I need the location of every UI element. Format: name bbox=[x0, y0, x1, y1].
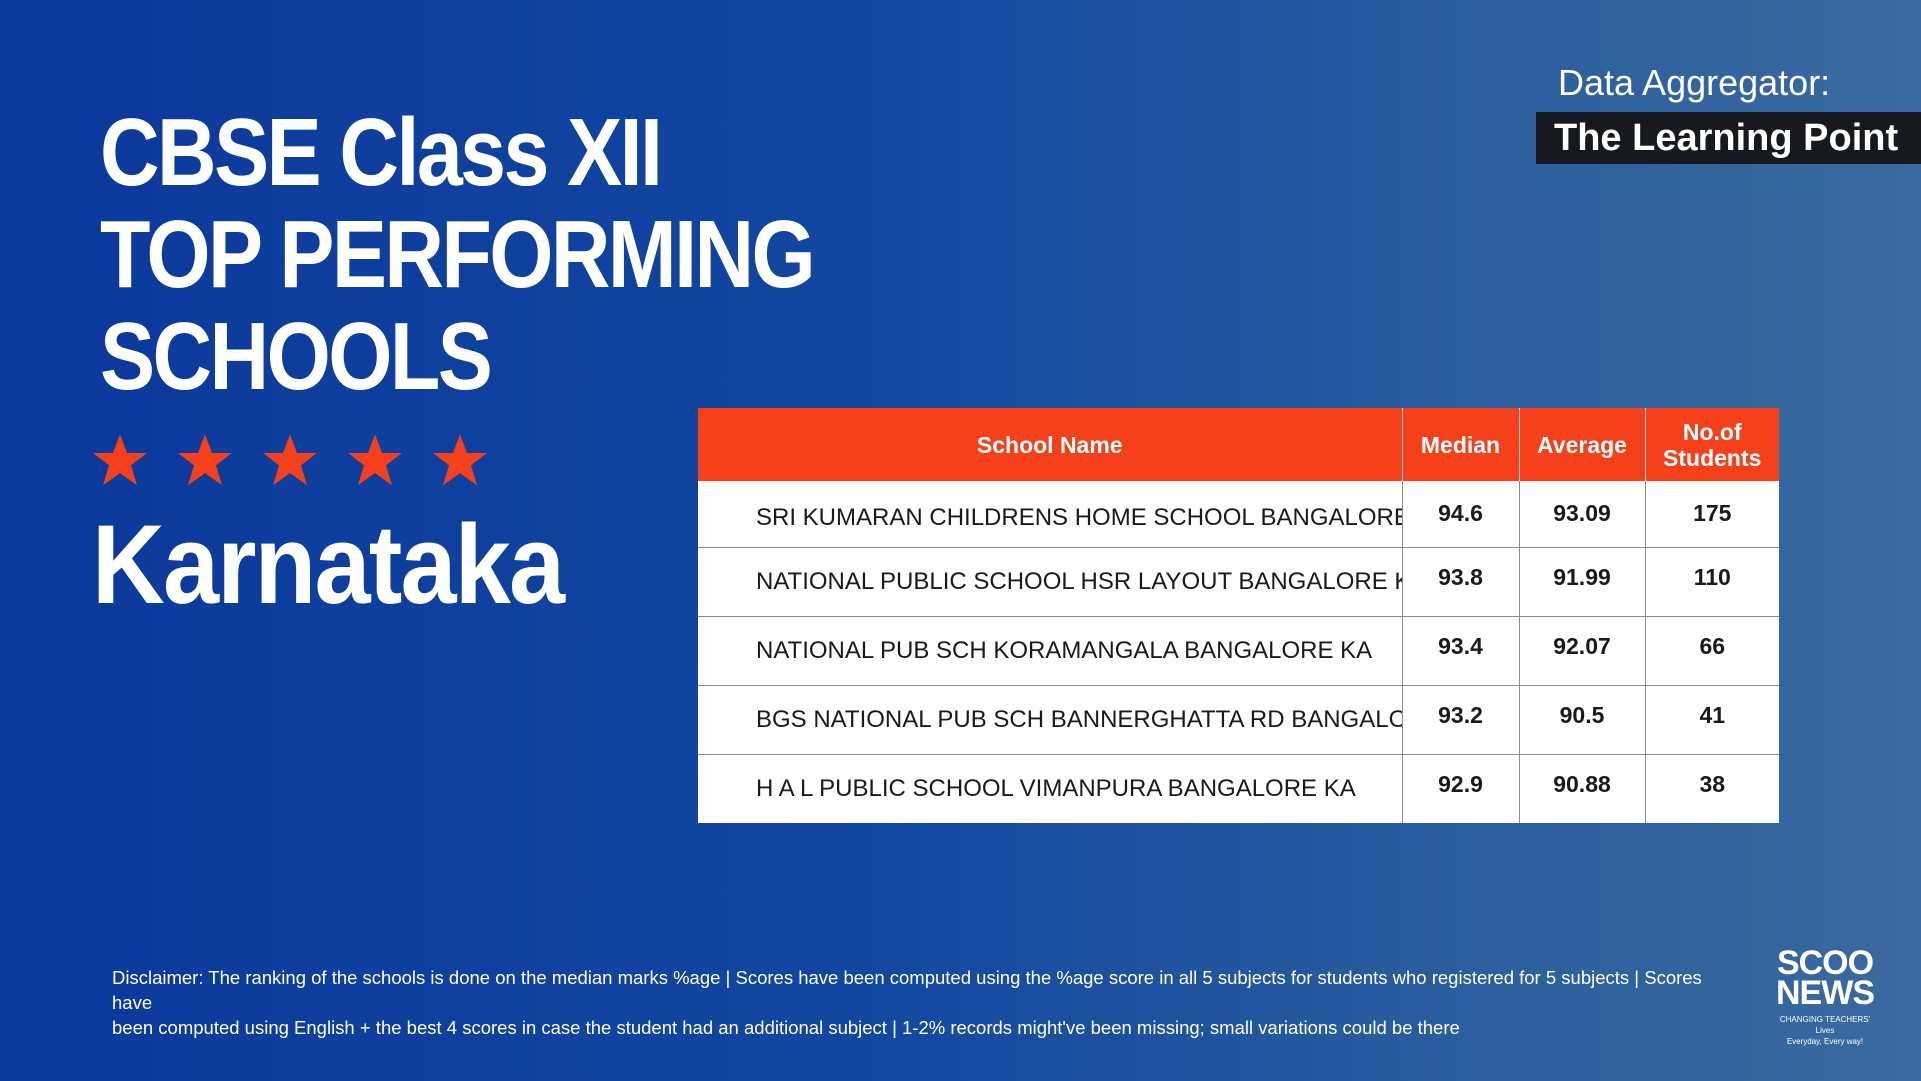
logo-line-2: NEWS bbox=[1776, 974, 1875, 1012]
students-cell: 38 bbox=[1645, 753, 1779, 823]
median-cell: 93.4 bbox=[1402, 615, 1520, 685]
table-row: NATIONAL PUB SCH KORAMANGALA BANGALORE K… bbox=[698, 615, 1779, 685]
star-icon bbox=[433, 434, 487, 486]
header-average: Average bbox=[1519, 408, 1646, 481]
average-cell: 93.09 bbox=[1519, 481, 1646, 547]
star-icon bbox=[178, 434, 232, 486]
students-cell: 66 bbox=[1645, 615, 1779, 685]
average-cell: 90.5 bbox=[1519, 684, 1646, 754]
disclaimer: Disclaimer: The ranking of the schools i… bbox=[112, 965, 1732, 1040]
star-icon bbox=[263, 434, 317, 486]
median-cell: 93.8 bbox=[1402, 546, 1520, 616]
aggregator-name: The Learning Point bbox=[1554, 116, 1899, 159]
school-name-cell: H A L PUBLIC SCHOOL VIMANPURA BANGALORE … bbox=[698, 753, 1403, 823]
table-row: SRI KUMARAN CHILDRENS HOME SCHOOL BANGAL… bbox=[698, 481, 1779, 547]
students-cell: 110 bbox=[1645, 546, 1779, 616]
table-header-row: School Name Median Average No.of Student… bbox=[698, 408, 1779, 481]
logo-line-1: SCOO bbox=[1776, 944, 1874, 982]
school-name-cell: NATIONAL PUB SCH KORAMANGALA BANGALORE K… bbox=[698, 615, 1403, 685]
median-cell: 93.2 bbox=[1402, 684, 1520, 754]
median-cell: 92.9 bbox=[1402, 753, 1520, 823]
title-line-3: SCHOOLS bbox=[100, 303, 493, 410]
header-students-line-2: Students bbox=[1663, 444, 1762, 471]
students-cell: 175 bbox=[1693, 500, 1732, 527]
school-name-cell: BGS NATIONAL PUB SCH BANNERGHATTA RD BAN… bbox=[698, 684, 1403, 754]
median-cell: 94.6 bbox=[1402, 481, 1520, 547]
students-cell: 41 bbox=[1645, 684, 1779, 754]
page-title: CBSE Class XII TOP PERFORMING SCHOOLS bbox=[100, 99, 816, 410]
star-rating bbox=[92, 432, 488, 488]
table-row: BGS NATIONAL PUB SCH BANNERGHATTA RD BAN… bbox=[698, 684, 1779, 754]
results-table: School Name Median Average No.of Student… bbox=[698, 408, 1779, 823]
header-school-name: School Name bbox=[698, 408, 1403, 481]
title-line-2: TOP PERFORMING bbox=[100, 201, 816, 308]
disclaimer-line-2: been computed using English + the best 4… bbox=[112, 1017, 1460, 1038]
school-name-cell: NATIONAL PUBLIC SCHOOL HSR LAYOUT BANGAL… bbox=[698, 546, 1403, 616]
average-cell: 90.88 bbox=[1519, 753, 1646, 823]
scoonews-logo: SCOO NEWS CHANGING TEACHERS' Lives Every… bbox=[1770, 944, 1880, 1047]
average-cell: 91.99 bbox=[1519, 546, 1646, 616]
star-icon bbox=[348, 434, 402, 486]
average-cell: 92.07 bbox=[1519, 615, 1646, 685]
logo-tagline-1: CHANGING TEACHERS' Lives bbox=[1779, 1015, 1871, 1035]
aggregator-badge: The Learning Point bbox=[1536, 112, 1921, 164]
header-median: Median bbox=[1402, 408, 1520, 481]
school-name-cell: SRI KUMARAN CHILDRENS HOME SCHOOL BANGAL… bbox=[698, 481, 1403, 547]
aggregator-label: Data Aggregator: bbox=[1558, 62, 1831, 103]
star-icon bbox=[93, 434, 147, 486]
header-students-line-1: No.of bbox=[1682, 418, 1742, 445]
table-row: NATIONAL PUBLIC SCHOOL HSR LAYOUT BANGAL… bbox=[698, 546, 1779, 616]
state-name: Karnataka bbox=[92, 502, 565, 627]
logo-tagline-2: Everyday, Every way! bbox=[1786, 1037, 1864, 1046]
header-students: No.of Students bbox=[1645, 408, 1779, 481]
disclaimer-line-1: Disclaimer: The ranking of the schools i… bbox=[112, 967, 1702, 1013]
title-line-1: CBSE Class XII bbox=[100, 99, 663, 206]
table-row: H A L PUBLIC SCHOOL VIMANPURA BANGALORE … bbox=[698, 753, 1779, 823]
